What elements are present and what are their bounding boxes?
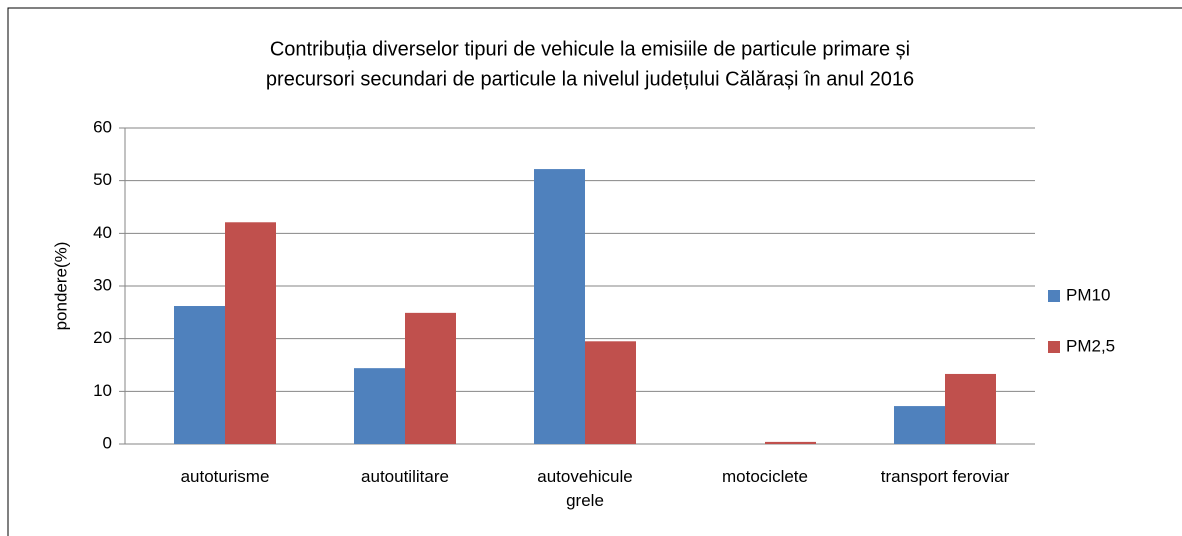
x-tick-label: motociclete (722, 467, 808, 486)
chart-title: Contribuția diverselor tipuri de vehicul… (270, 38, 910, 60)
bar (405, 312, 456, 444)
bar (945, 373, 996, 444)
bar (765, 441, 816, 444)
x-tick-label: transport feroviar (880, 467, 1010, 486)
y-tick-label: 0 (103, 433, 112, 452)
bar (174, 306, 225, 444)
x-tick-label: autovehicule grele (537, 467, 633, 510)
y-tick-label: 10 (93, 381, 112, 400)
legend-swatch (1048, 290, 1060, 302)
y-tick-label: 40 (93, 223, 112, 242)
x-tick-label: autoturisme (180, 467, 270, 486)
bar (534, 169, 585, 444)
chart-title: precursori secundari de particule la niv… (266, 68, 914, 90)
frame (7, 7, 1182, 536)
x-tick-label: autoutilitare (361, 467, 449, 486)
legend-label: PM2,5 (1066, 336, 1115, 355)
y-tick-label: 30 (93, 275, 112, 294)
y-tick-label: 60 (93, 117, 112, 136)
y-tick-label: 20 (93, 328, 112, 347)
y-axis-label: pondere(%) (51, 242, 70, 331)
y-tick-label: 50 (93, 170, 112, 189)
bar (225, 222, 276, 444)
bar (894, 406, 945, 444)
bar (585, 341, 636, 444)
legend-label: PM10 (1066, 285, 1110, 304)
bar (354, 368, 405, 444)
legend-swatch (1048, 341, 1060, 353)
